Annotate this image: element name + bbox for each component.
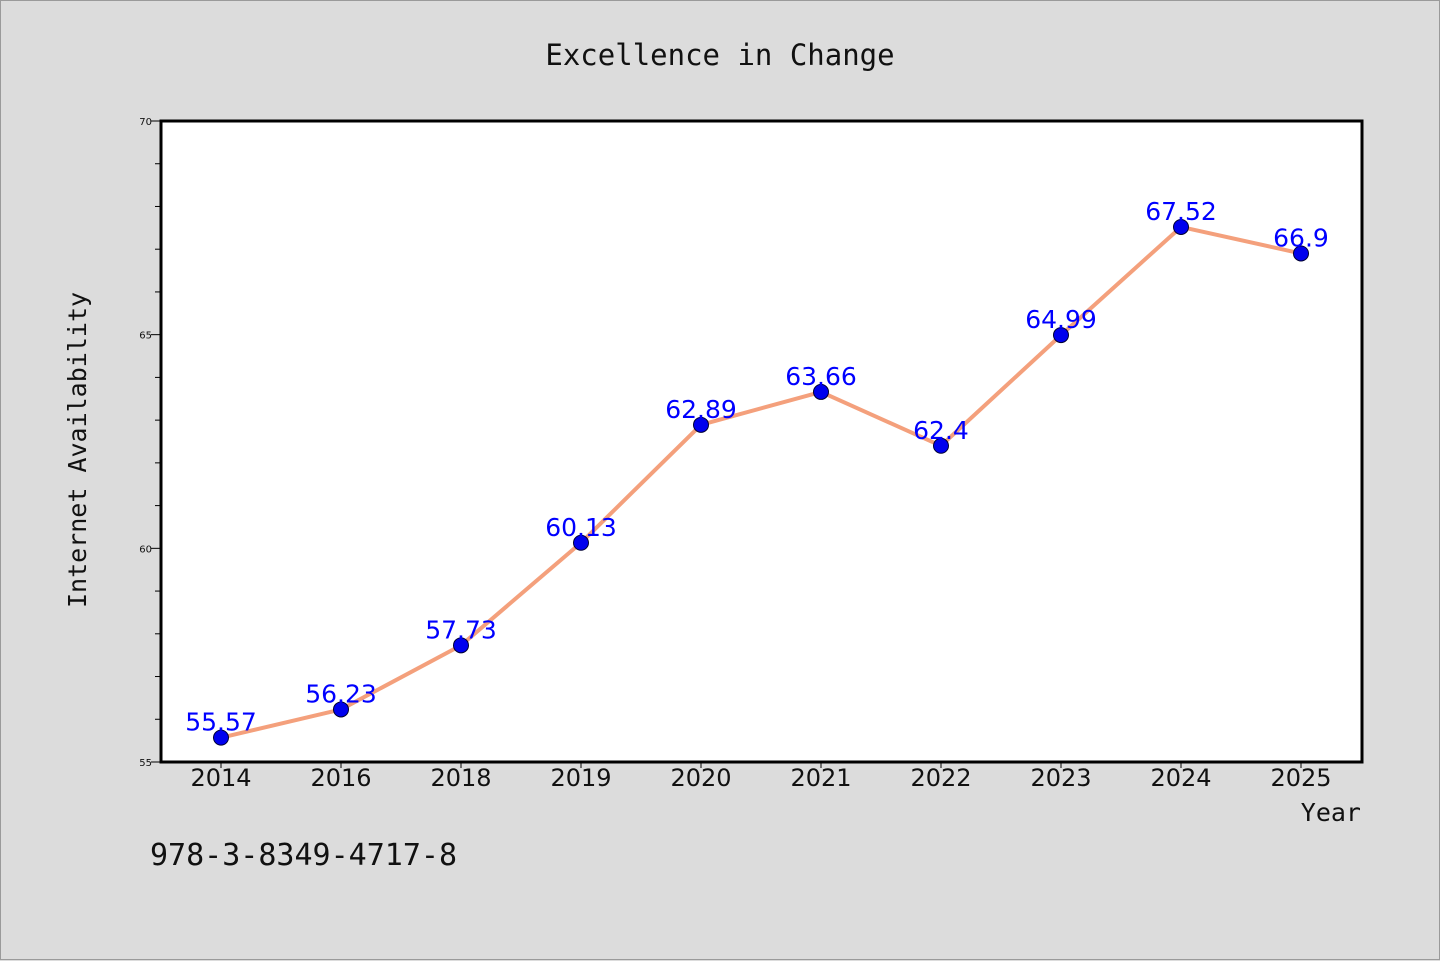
data-point (1173, 218, 1189, 235)
data-label: 56.23 (305, 679, 377, 708)
data-label: 66.9 (1273, 223, 1329, 252)
x-tick-label: 2024 (1150, 764, 1211, 792)
data-point (1293, 245, 1309, 262)
data-label: 57.73 (425, 615, 497, 644)
data-label: 64.99 (1025, 305, 1097, 334)
x-tick-label: 2021 (790, 764, 851, 792)
data-point (453, 637, 469, 654)
x-tick-label: 2019 (550, 764, 611, 792)
chart-title: Excellence in Change (545, 38, 894, 72)
y-axis: 55 60 65 70 (139, 117, 161, 769)
data-label: 60.13 (545, 513, 617, 542)
series-line (219, 224, 1303, 740)
x-tick-label: 2020 (670, 764, 731, 792)
y-tick-label: 70 (139, 117, 152, 128)
x-axis-label: Year (1301, 798, 1361, 827)
data-label: 63.66 (785, 362, 857, 391)
series-layer: 55.57 56.23 57.73 60.13 62.89 63.66 62.4 64.99 6… (185, 197, 1329, 746)
plot-area (159, 119, 1364, 764)
x-tick-label: 2016 (310, 764, 371, 792)
x-tick-label: 2018 (430, 764, 491, 792)
x-axis: 2014 2016 2018 2019 2020 2021 2022 2023 2024 2025 (190, 762, 1332, 792)
x-tick-label: 2014 (190, 764, 251, 792)
data-label: 55.57 (185, 708, 257, 737)
data-point (213, 729, 229, 746)
data-point (573, 534, 589, 551)
data-label: 67.52 (1145, 197, 1217, 226)
x-tick-label: 2025 (1270, 764, 1331, 792)
x-tick-label: 2022 (910, 764, 971, 792)
data-point (693, 416, 709, 433)
x-tick-label: 2023 (1030, 764, 1091, 792)
data-point (1053, 327, 1069, 344)
data-point (333, 701, 349, 718)
y-tick-label: 55 (139, 758, 152, 769)
data-point (933, 437, 949, 454)
y-tick-label: 60 (139, 544, 152, 555)
data-label: 62.89 (665, 395, 737, 424)
y-axis-label: Internet Availability (63, 292, 92, 608)
isbn-text: 978-3-8349-4717-8 (150, 838, 457, 873)
data-label: 62.4 (913, 416, 969, 445)
y-tick-label: 65 (139, 331, 152, 342)
data-point (813, 383, 829, 400)
